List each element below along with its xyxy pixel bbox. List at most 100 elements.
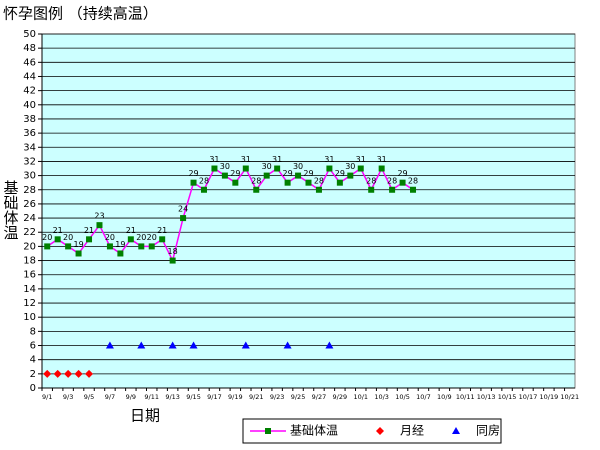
x-tick-label: 10/7 [416, 393, 431, 401]
data-point [54, 236, 61, 243]
data-point [389, 186, 396, 193]
data-label: 31 [209, 155, 219, 164]
data-point [65, 243, 72, 250]
data-point [86, 236, 93, 243]
data-point [190, 179, 197, 186]
y-tick-label: 8 [30, 326, 36, 337]
data-label: 31 [272, 155, 282, 164]
y-tick-label: 24 [23, 213, 36, 224]
data-point [96, 222, 103, 229]
data-point [138, 243, 145, 250]
data-point [75, 250, 82, 257]
data-label: 30 [293, 162, 303, 171]
data-label: 28 [314, 176, 324, 185]
data-label: 29 [335, 169, 345, 178]
x-tick-label: 9/29 [333, 393, 348, 401]
data-label: 28 [408, 176, 418, 185]
y-tick-label: 42 [23, 86, 36, 97]
y-tick-label: 48 [23, 43, 36, 54]
data-label: 30 [345, 162, 355, 171]
y-axis-label: 基础体温 [2, 180, 20, 240]
y-tick-label: 36 [23, 128, 36, 139]
x-tick-label: 10/11 [456, 393, 475, 401]
data-label: 31 [324, 155, 334, 164]
y-tick-label: 38 [23, 114, 36, 125]
data-label: 28 [199, 176, 209, 185]
data-label: 29 [283, 169, 293, 178]
data-label: 29 [188, 169, 198, 178]
data-label: 30 [262, 162, 272, 171]
x-tick-label: 9/27 [312, 393, 327, 401]
y-tick-label: 30 [23, 171, 36, 182]
data-point [127, 236, 134, 243]
data-point [274, 165, 281, 172]
y-tick-label: 32 [23, 156, 36, 167]
data-point [168, 341, 177, 349]
x-tick-label: 9/5 [84, 393, 94, 401]
y-tick-label: 28 [23, 185, 36, 196]
data-point [189, 341, 198, 349]
plot-area [41, 33, 576, 389]
data-point [357, 165, 364, 172]
x-tick-label: 10/13 [477, 393, 496, 401]
y-tick-label: 40 [23, 100, 36, 111]
x-tick-label: 10/21 [560, 393, 579, 401]
data-label: 28 [366, 176, 376, 185]
y-tick-label: 10 [23, 312, 36, 323]
data-label: 30 [220, 162, 230, 171]
data-label: 29 [397, 169, 407, 178]
x-tick-label: 9/23 [270, 393, 285, 401]
y-tick-label: 50 [23, 29, 36, 40]
data-label: 31 [377, 155, 387, 164]
data-label: 20 [147, 233, 157, 242]
y-tick-label: 12 [23, 298, 36, 309]
x-tick-label: 10/19 [540, 393, 559, 401]
data-point [137, 341, 146, 349]
x-tick-label: 10/5 [395, 393, 410, 401]
legend-marker [452, 427, 460, 434]
data-label: 21 [84, 226, 94, 235]
data-point [64, 369, 73, 378]
x-tick-label: 9/1 [42, 393, 52, 401]
data-label: 28 [387, 176, 397, 185]
y-tick-label: 26 [23, 199, 36, 210]
data-label: 20 [136, 233, 146, 242]
x-tick-label: 9/9 [126, 393, 136, 401]
data-point [336, 179, 343, 186]
data-label: 20 [105, 233, 115, 242]
data-label: 20 [63, 233, 73, 242]
x-tick-label: 9/19 [228, 393, 243, 401]
x-tick-label: 10/15 [498, 393, 517, 401]
x-tick-label: 9/11 [144, 393, 159, 401]
data-label: 19 [73, 240, 83, 249]
data-point [315, 186, 322, 193]
y-tick-label: 34 [23, 142, 36, 153]
x-tick-label: 9/15 [186, 393, 201, 401]
data-label: 24 [178, 205, 188, 214]
data-point [159, 236, 166, 243]
data-label: 21 [53, 226, 63, 235]
x-axis-label: 日期 [130, 407, 160, 425]
data-point [295, 172, 302, 179]
data-point [43, 369, 52, 378]
data-point [106, 243, 113, 250]
data-label: 21 [157, 226, 167, 235]
x-tick-label: 9/25 [291, 393, 306, 401]
x-tick-label: 9/7 [105, 393, 115, 401]
y-tick-label: 46 [23, 57, 36, 68]
data-point [53, 369, 62, 378]
y-tick-label: 18 [23, 256, 36, 267]
data-point [105, 341, 114, 349]
y-tick-label: 16 [23, 270, 36, 281]
data-label: 20 [42, 233, 52, 242]
data-label: 29 [230, 169, 240, 178]
data-label: 31 [241, 155, 251, 164]
data-label: 31 [356, 155, 366, 164]
data-label: 28 [251, 176, 261, 185]
data-label: 23 [94, 212, 104, 221]
data-point [44, 243, 51, 250]
y-tick-label: 2 [30, 369, 36, 380]
x-tick-label: 10/17 [519, 393, 538, 401]
legend-label: 月经 [400, 424, 424, 438]
y-tick-label: 20 [23, 241, 36, 252]
